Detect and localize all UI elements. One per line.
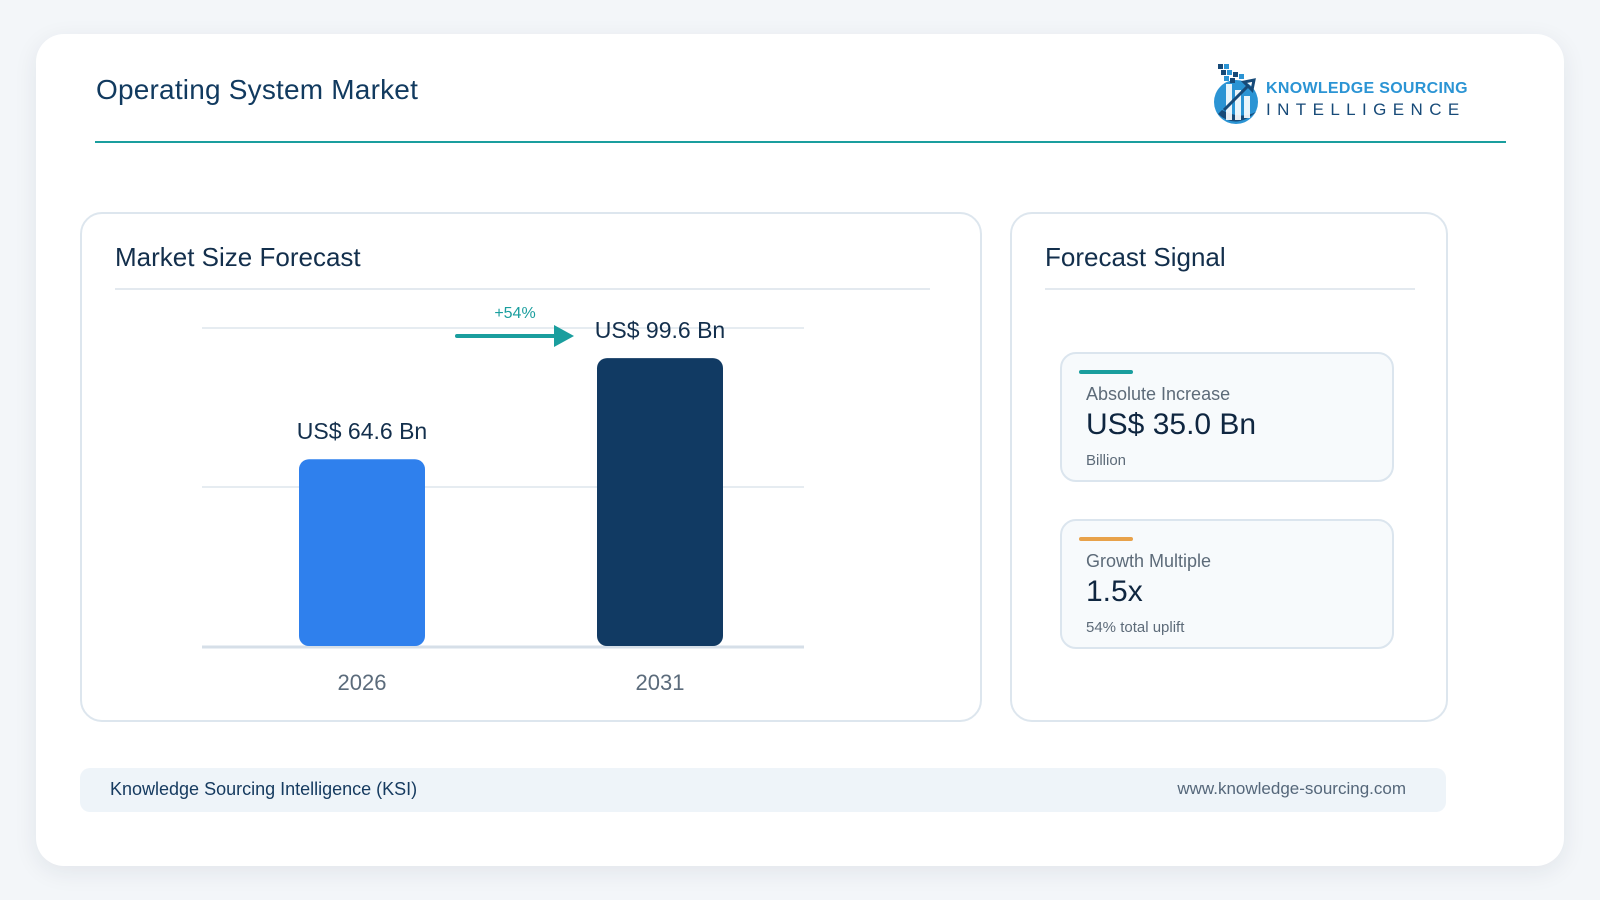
metric-subtext: Billion — [1086, 452, 1127, 469]
footer-website-link[interactable]: www.knowledge-sourcing.com — [1177, 779, 1406, 798]
logo-text-line2: INTELLIGENCE — [1266, 100, 1466, 119]
chart-category-label: 2026 — [338, 670, 387, 695]
forecast-signal-panel: Forecast Signal Absolute Increase US$ 35… — [1010, 212, 1448, 722]
chart-value-label: US$ 99.6 Bn — [595, 317, 725, 343]
growth-arrow-icon — [554, 325, 574, 347]
logo-emblem-icon — [1214, 64, 1258, 124]
metric-accent-bar — [1079, 370, 1133, 374]
metric-subtext: 54% total uplift — [1086, 619, 1185, 636]
market-size-panel: Market Size Forecast US$ 64.6 Bn 2026 US$ … — [80, 212, 982, 722]
metric-label: Absolute Increase — [1086, 384, 1231, 404]
metric-value: 1.5x — [1086, 575, 1143, 608]
metric-value: US$ 35.0 Bn — [1086, 408, 1257, 441]
chart-bar-2031 — [597, 358, 723, 646]
metric-label: Growth Multiple — [1086, 551, 1212, 571]
report-card: Operating System Market KNOWLEDGE SOURCI… — [36, 34, 1564, 866]
metric-card-growth-multiple: Growth Multiple 1.5x 54% total uplift — [1060, 519, 1394, 649]
footer-company-name: Knowledge Sourcing Intelligence (KSI) — [110, 779, 418, 799]
logo-text-line1: KNOWLEDGE SOURCING — [1266, 80, 1468, 97]
footer-bar: Knowledge Sourcing Intelligence (KSI) ww… — [80, 768, 1446, 812]
panel-title-forecast-signal: Forecast Signal — [1045, 242, 1226, 272]
page-title: Operating System Market — [96, 74, 419, 105]
growth-percent-label: +54% — [494, 305, 535, 322]
panel-title-market-size: Market Size Forecast — [115, 242, 361, 272]
panel-divider — [115, 288, 930, 290]
market-size-chart: US$ 64.6 Bn 2026 US$ 99.6 Bn 2031 +54% — [202, 305, 804, 695]
company-logo: KNOWLEDGE SOURCING INTELLIGENCE — [1208, 58, 1508, 128]
header-divider — [95, 141, 1506, 143]
chart-bar-2026 — [299, 459, 425, 646]
chart-category-label: 2031 — [636, 670, 685, 695]
metric-card-absolute-increase: Absolute Increase US$ 35.0 Bn Billion — [1060, 352, 1394, 482]
panel-divider — [1045, 288, 1415, 290]
metric-accent-bar — [1079, 537, 1133, 541]
chart-value-label: US$ 64.6 Bn — [297, 418, 427, 444]
